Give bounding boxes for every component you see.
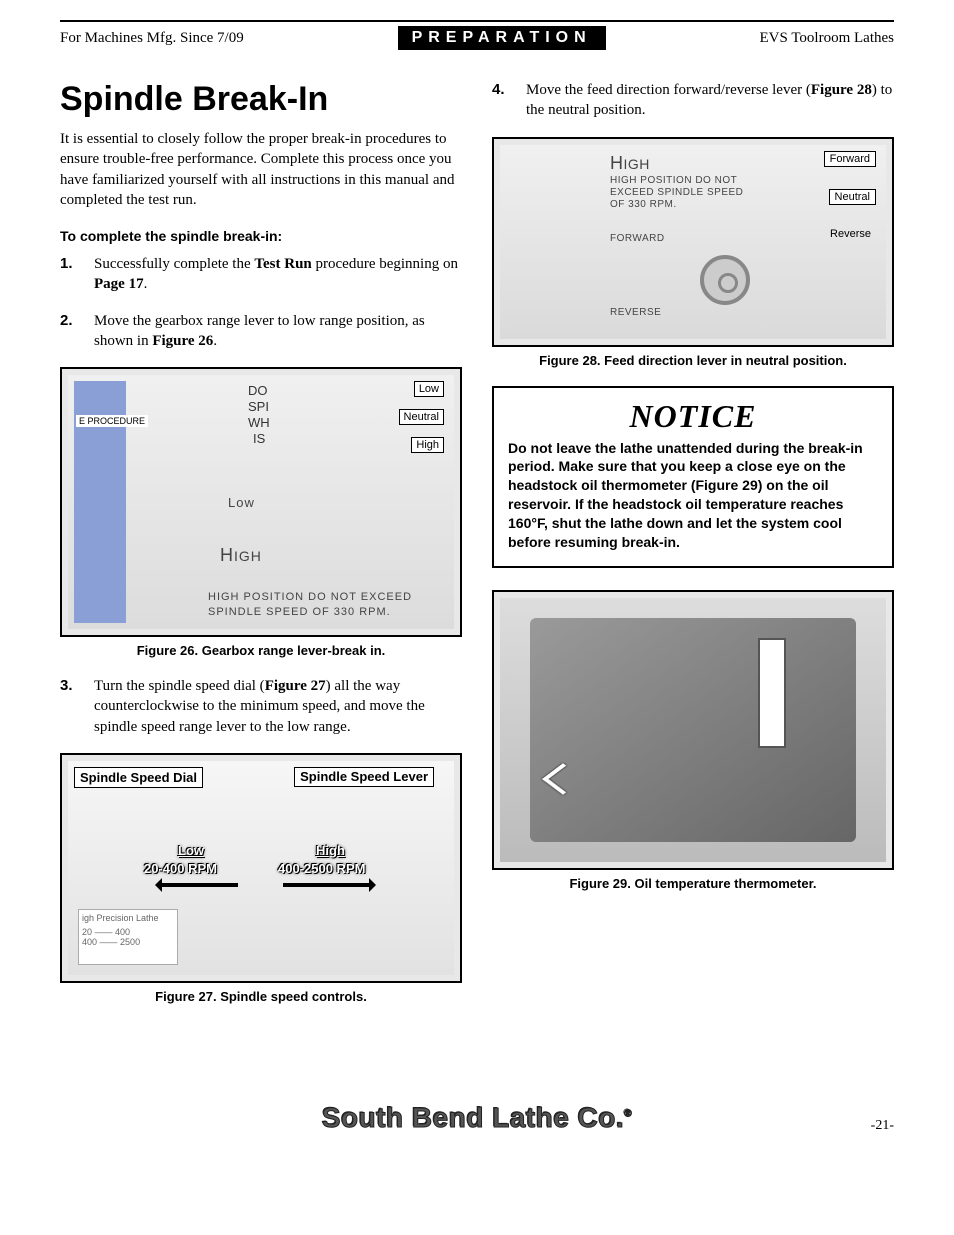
header-right: EVS Toolroom Lathes	[760, 30, 895, 47]
step-bold: Figure 27	[265, 678, 326, 694]
step-text: Successfully complete the	[94, 256, 254, 272]
step-bold: Figure 28	[811, 82, 872, 98]
fig27-low-rpm: 20-400 RPM	[144, 861, 217, 876]
notice-title: NOTICE	[508, 398, 878, 435]
figure-28-caption: Figure 28. Feed direction lever in neutr…	[492, 353, 894, 368]
left-column: Spindle Break-In It is essential to clos…	[60, 80, 462, 1022]
fig27-panel-val: 400	[115, 927, 130, 937]
step-3: 3. Turn the spindle speed dial (Figure 2…	[60, 676, 462, 737]
header-left: For Machines Mfg. Since 7/09	[60, 30, 244, 47]
step-2: 2. Move the gearbox range lever to low r…	[60, 311, 462, 352]
figure-26: E PROCEDURE DO SPI WH IS Low Neutral Hig…	[60, 367, 462, 637]
step-bold: Test Run	[254, 256, 311, 272]
fig26-neutral-label: Neutral	[399, 409, 444, 425]
footer-page-number: -21-	[834, 1118, 894, 1134]
step-bold: Page 17	[94, 276, 144, 292]
step-text: Turn the spindle speed dial (	[94, 678, 265, 694]
figure-29-caption: Figure 29. Oil temperature thermometer.	[492, 876, 894, 891]
fig28-reverse: REVERSE	[610, 307, 661, 318]
footer-brand-text: South Bend Lathe Co.	[322, 1102, 624, 1133]
procedure-steps: 4. Move the feed direction forward/rever…	[492, 80, 894, 121]
fig27-panel-val: 400	[82, 937, 97, 947]
fig27-panel-val: 20	[82, 927, 92, 937]
fig26-spi: SPI	[248, 399, 269, 414]
step-number: 4.	[492, 80, 526, 121]
fig28-reverse-label: Reverse	[825, 227, 876, 241]
right-column: 4. Move the feed direction forward/rever…	[492, 80, 894, 1022]
procedure-steps: 1. Successfully complete the Test Run pr…	[60, 254, 462, 351]
fig27-panel: igh Precision Lathe 20 —— 400 400 —— 250…	[78, 909, 178, 965]
fig26-high-engraved: IGH	[234, 548, 262, 564]
fig27-dial-callout: Spindle Speed Dial	[74, 767, 203, 788]
footer-brand: South Bend Lathe Co.®	[120, 1102, 834, 1134]
notice-box: NOTICE Do not leave the lathe unattended…	[492, 386, 894, 568]
step-text: .	[213, 333, 217, 349]
page-title: Spindle Break-In	[60, 80, 462, 119]
fig27-low: Low	[178, 843, 204, 858]
fig27-high: High	[316, 843, 345, 858]
fig26-do: DO	[248, 383, 268, 398]
page-footer: South Bend Lathe Co.® -21-	[60, 1102, 894, 1134]
fig27-panel-title: igh Precision Lathe	[82, 913, 174, 923]
figure-26-caption: Figure 26. Gearbox range lever-break in.	[60, 643, 462, 658]
fig27-high-rpm: 400-2500 RPM	[278, 861, 365, 876]
figure-27: Spindle Speed Dial Spindle Speed Lever L…	[60, 753, 462, 983]
procedure-subhead: To complete the spindle break-in:	[60, 228, 462, 244]
fig26-low-label: Low	[414, 381, 444, 397]
fig26-wh: WH	[248, 415, 270, 430]
figure-28: HIGH HIGH POSITION DO NOT EXCEED SPINDLE…	[492, 137, 894, 347]
fig28-neutral-label: Neutral	[829, 189, 876, 205]
fig26-plate-text: HIGH POSITION DO NOT EXCEED SPINDLE SPEE…	[208, 590, 434, 619]
notice-body: Do not leave the lathe unattended during…	[508, 439, 878, 552]
step-number: 1.	[60, 254, 94, 295]
figure-27-caption: Figure 27. Spindle speed controls.	[60, 989, 462, 1004]
step-bold: Figure 26	[152, 333, 213, 349]
step-text: procedure beginning on	[312, 256, 458, 272]
fig28-forward-label: Forward	[824, 151, 876, 167]
fig26-procedure-label: E PROCEDURE	[76, 415, 148, 427]
step-number: 2.	[60, 311, 94, 352]
step-text: .	[144, 276, 148, 292]
step-4: 4. Move the feed direction forward/rever…	[492, 80, 894, 121]
figure-29	[492, 590, 894, 870]
fig26-low-engraved: Low	[228, 495, 255, 510]
intro-paragraph: It is essential to closely follow the pr…	[60, 129, 462, 210]
step-text: Move the feed direction forward/reverse …	[526, 82, 811, 98]
procedure-steps: 3. Turn the spindle speed dial (Figure 2…	[60, 676, 462, 737]
fig27-lever-callout: Spindle Speed Lever	[294, 767, 434, 787]
fig28-plate: HIGH POSITION DO NOT EXCEED SPINDLE SPEE…	[610, 175, 760, 211]
fig27-panel-val: 2500	[120, 937, 140, 947]
step-1: 1. Successfully complete the Test Run pr…	[60, 254, 462, 295]
step-number: 3.	[60, 676, 94, 737]
step-text: Move the gearbox range lever to low rang…	[94, 313, 425, 349]
header-center: PREPARATION	[398, 26, 606, 50]
header-bar: For Machines Mfg. Since 7/09 PREPARATION…	[60, 20, 894, 50]
fig26-high-label: High	[411, 437, 444, 453]
fig26-is: IS	[253, 431, 265, 446]
fig28-forward: FORWARD	[610, 233, 665, 244]
